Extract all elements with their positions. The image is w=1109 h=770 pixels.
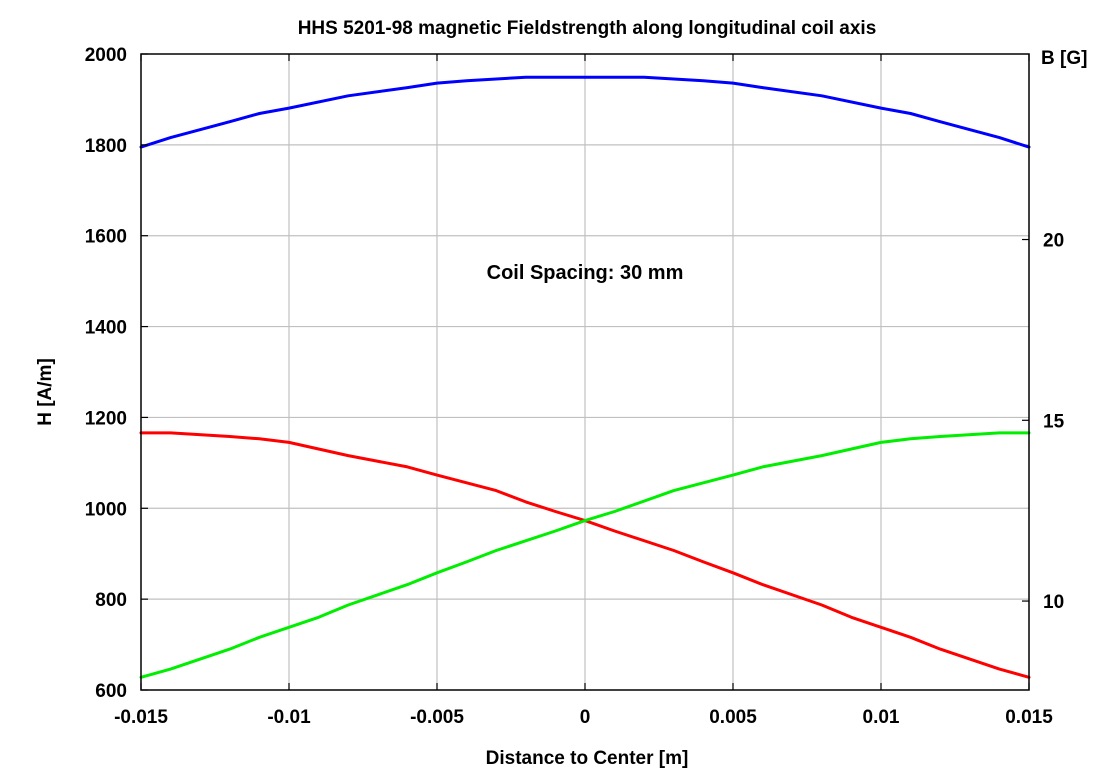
series-line-2 bbox=[139, 431, 1031, 679]
tick-marks bbox=[140, 53, 1030, 691]
y2-tick-label: 15 bbox=[1043, 411, 1065, 432]
y-tick-label: 1400 bbox=[85, 318, 127, 339]
x-tick-label: 0 bbox=[580, 707, 591, 728]
y-axis-label: H [A/m] bbox=[35, 358, 56, 426]
series-line-1 bbox=[139, 75, 1031, 149]
x-tick-label: -0.015 bbox=[114, 707, 168, 728]
y2-tick-label: 20 bbox=[1043, 231, 1064, 252]
y2-axis-label: B [G] bbox=[1041, 48, 1087, 69]
y-tick-label: 1800 bbox=[85, 136, 127, 157]
x-tick-label: 0.015 bbox=[1005, 707, 1053, 728]
y-tick-label: 1600 bbox=[85, 227, 127, 248]
y2-tick-label: 10 bbox=[1043, 592, 1064, 613]
x-tick-label: -0.01 bbox=[267, 707, 311, 728]
x-axis-label: Distance to Center [m] bbox=[486, 748, 689, 769]
x-tick-label: 0.005 bbox=[709, 707, 757, 728]
y-tick-label: 800 bbox=[95, 590, 127, 611]
chart-title: HHS 5201-98 magnetic Fieldstrength along… bbox=[298, 18, 877, 39]
y-tick-label: 1000 bbox=[85, 499, 127, 520]
series-group bbox=[139, 75, 1031, 679]
coil-spacing-annotation: Coil Spacing: 30 mm bbox=[487, 262, 684, 284]
grid bbox=[141, 54, 1029, 690]
y-tick-label: 1200 bbox=[85, 408, 127, 429]
tick-labels: -0.015 -0.01 -0.005 0 0.005 0.01 0.015 600 800 10… bbox=[85, 45, 1065, 728]
x-tick-label: 0.01 bbox=[863, 707, 900, 728]
y-tick-label: 2000 bbox=[85, 45, 127, 66]
series-line-3 bbox=[139, 431, 1031, 679]
y-tick-label: 600 bbox=[95, 681, 127, 702]
x-tick-label: -0.005 bbox=[410, 707, 464, 728]
